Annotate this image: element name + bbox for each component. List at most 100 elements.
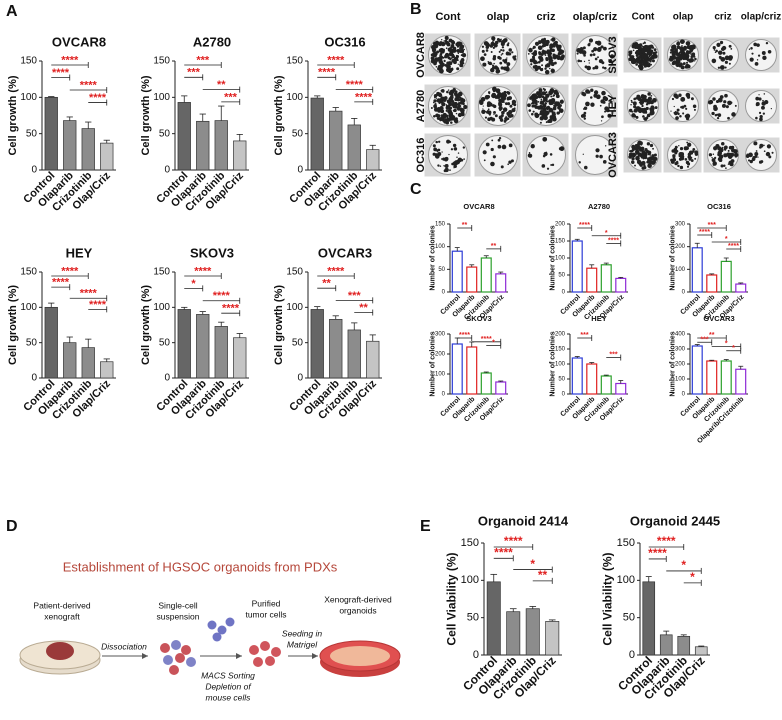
colony xyxy=(459,104,462,108)
bar xyxy=(100,361,114,379)
significance-label: **** xyxy=(504,534,523,548)
colony xyxy=(582,46,586,50)
colony xyxy=(712,46,716,50)
colony xyxy=(558,107,561,110)
colony xyxy=(556,56,559,59)
y-tick-label: 50 xyxy=(159,128,171,139)
colony xyxy=(771,151,774,154)
colony xyxy=(541,101,545,105)
colony xyxy=(493,111,496,114)
colony xyxy=(492,155,496,159)
colony xyxy=(678,151,683,157)
colony xyxy=(676,41,680,45)
colony xyxy=(501,97,503,99)
colony xyxy=(758,97,762,101)
colony xyxy=(493,62,495,65)
colony xyxy=(653,153,657,157)
colony xyxy=(528,152,531,154)
colony xyxy=(650,160,656,165)
colony xyxy=(633,114,637,118)
y-axis-label: Number of colonies xyxy=(669,331,676,396)
y-tick-label: 150 xyxy=(435,222,446,228)
colony xyxy=(765,41,769,45)
colony xyxy=(641,59,647,65)
tumor xyxy=(46,642,74,660)
colony xyxy=(528,153,533,158)
colony xyxy=(552,94,556,97)
colony xyxy=(453,56,459,62)
colony xyxy=(436,91,441,96)
colony xyxy=(545,101,547,103)
colony xyxy=(542,96,548,102)
colony xyxy=(645,103,649,106)
bar xyxy=(586,267,598,293)
colony xyxy=(692,104,697,109)
colony xyxy=(717,97,723,103)
colony xyxy=(761,51,766,55)
plate xyxy=(478,135,518,175)
colony xyxy=(635,155,640,161)
significance-label: **** xyxy=(459,332,470,339)
colony xyxy=(676,45,681,50)
colony xyxy=(728,62,731,65)
colony xyxy=(541,164,546,168)
colony xyxy=(756,59,759,61)
colony xyxy=(539,110,544,115)
colony xyxy=(679,147,684,151)
colony xyxy=(719,65,725,70)
colony xyxy=(456,98,461,102)
colony xyxy=(651,109,653,112)
colony xyxy=(447,109,453,115)
colony xyxy=(529,96,533,100)
colony xyxy=(723,164,726,167)
colony xyxy=(633,110,636,113)
colony xyxy=(646,47,649,51)
colony xyxy=(589,38,591,41)
colony xyxy=(633,97,637,101)
colony xyxy=(457,112,462,118)
colony xyxy=(596,40,602,45)
bar xyxy=(600,264,612,293)
colony xyxy=(690,55,693,59)
significance-label: **** xyxy=(608,238,619,245)
colony xyxy=(511,51,514,54)
colony xyxy=(724,148,727,151)
colony xyxy=(544,112,548,117)
colony xyxy=(601,61,605,65)
colony xyxy=(681,53,687,59)
colony xyxy=(671,47,675,50)
colony xyxy=(654,106,658,110)
colony xyxy=(447,56,451,60)
colony xyxy=(528,109,532,112)
colony xyxy=(642,45,644,48)
colony xyxy=(687,162,691,166)
colony xyxy=(713,104,717,109)
step-label: Patient-derived xyxy=(33,600,90,610)
colony xyxy=(694,150,699,155)
colony xyxy=(533,104,537,108)
colony xyxy=(691,150,695,153)
y-tick-label: 100 xyxy=(461,574,479,586)
row-label: A2780 xyxy=(415,90,427,122)
colony xyxy=(759,161,761,164)
y-tick-label: 200 xyxy=(675,244,686,250)
colony xyxy=(492,54,497,59)
colony xyxy=(441,102,446,107)
colony xyxy=(541,68,544,70)
colony xyxy=(684,114,688,118)
colony xyxy=(443,49,445,51)
y-tick-label: 200 xyxy=(555,332,566,338)
colony xyxy=(692,53,696,57)
colony xyxy=(498,105,503,111)
column-label: Cont xyxy=(435,11,460,23)
bar xyxy=(600,375,612,395)
colony xyxy=(430,107,433,109)
colony xyxy=(550,95,553,98)
y-tick-label: 0 xyxy=(442,392,446,398)
colony xyxy=(650,94,653,97)
colony xyxy=(493,39,495,41)
colony xyxy=(439,118,442,122)
colony xyxy=(531,55,536,59)
panel-label: E xyxy=(420,518,431,535)
